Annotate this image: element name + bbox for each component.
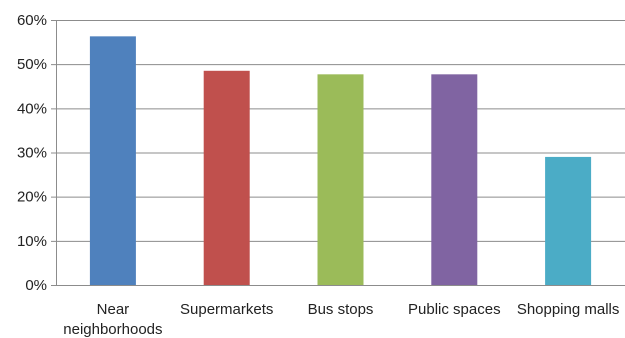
y-tick-label: 0% bbox=[25, 277, 47, 294]
y-tick-label: 60% bbox=[17, 12, 47, 29]
y-tick-label: 10% bbox=[17, 233, 47, 250]
x-category-label: Shopping malls bbox=[517, 301, 620, 318]
y-tick-label: 40% bbox=[17, 100, 47, 117]
y-tick-label: 20% bbox=[17, 189, 47, 206]
bar-1 bbox=[203, 70, 250, 286]
y-tick-label: 50% bbox=[17, 56, 47, 73]
x-category-label: Bus stops bbox=[308, 301, 374, 318]
bar-4 bbox=[545, 156, 592, 285]
bars bbox=[89, 36, 592, 286]
x-axis-category-labels: Near neighborhoods Supermarkets Bus stops Pu… bbox=[63, 301, 619, 338]
y-tick-label: 30% bbox=[17, 145, 47, 162]
bar-3 bbox=[431, 74, 478, 285]
bar-2 bbox=[317, 74, 364, 285]
axes bbox=[51, 20, 625, 286]
x-category-label: Public spaces bbox=[408, 301, 501, 318]
y-axis-tick-labels: 0% 10% 20% 30% 40% 50% 60% bbox=[17, 12, 47, 294]
x-category-label: Near neighborhoods bbox=[63, 301, 162, 338]
bar-0 bbox=[89, 36, 136, 285]
x-category-label: Supermarkets bbox=[180, 301, 273, 318]
